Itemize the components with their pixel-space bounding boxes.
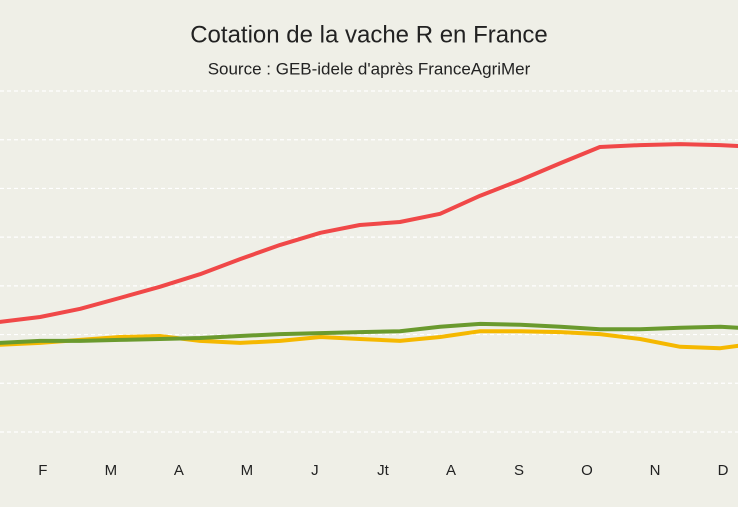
x-tick-label: F <box>38 462 47 479</box>
chart-title: Cotation de la vache R en France <box>190 21 548 48</box>
x-tick-label: O <box>581 462 593 479</box>
x-tick-label: A <box>446 462 456 479</box>
x-tick-label: A <box>174 462 184 479</box>
x-tick-label: M <box>241 462 254 479</box>
x-tick-label: M <box>105 462 118 479</box>
chart-subtitle: Source : GEB-idele d'après FranceAgriMer <box>208 59 531 78</box>
series-line <box>0 329 738 351</box>
x-tick-label: Jt <box>377 462 390 479</box>
x-tick-label: D <box>718 462 729 479</box>
x-tick-label: S <box>514 462 524 479</box>
x-tick-label: J <box>311 462 319 479</box>
series-line <box>0 142 738 324</box>
x-tick-label: N <box>650 462 661 479</box>
series-line <box>0 321 738 345</box>
